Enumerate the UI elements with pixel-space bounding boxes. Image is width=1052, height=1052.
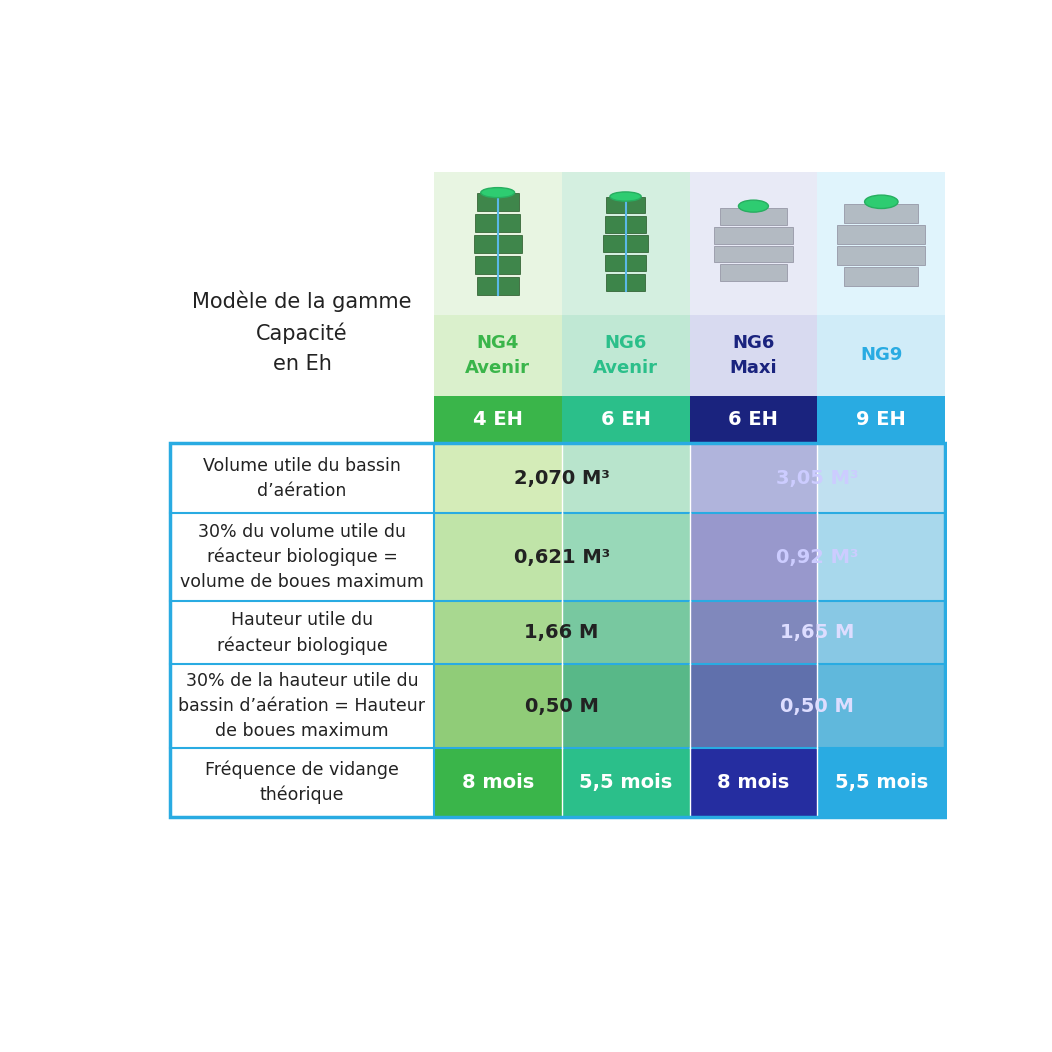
Bar	[562, 173, 689, 315]
Bar	[433, 602, 562, 665]
Text: 0,92 M³: 0,92 M³	[776, 547, 858, 567]
Bar	[562, 396, 689, 444]
Bar	[845, 267, 918, 285]
Bar	[817, 315, 946, 396]
Bar	[714, 227, 793, 244]
Text: 8 mois: 8 mois	[717, 773, 790, 792]
Text: 1,65 M: 1,65 M	[781, 624, 854, 643]
Bar	[817, 602, 946, 665]
Bar	[170, 602, 433, 665]
Bar	[473, 235, 522, 252]
Text: NG6
Maxi: NG6 Maxi	[730, 333, 777, 377]
Text: Modèle de la gamme
Capacité
en Eh: Modèle de la gamme Capacité en Eh	[193, 290, 411, 373]
Text: 8 mois: 8 mois	[462, 773, 533, 792]
Bar	[562, 315, 689, 396]
Bar	[817, 665, 946, 748]
Bar	[433, 173, 562, 315]
Bar	[477, 277, 519, 295]
Bar	[170, 748, 433, 817]
Bar	[433, 315, 562, 396]
Text: Fréquence de vidange
théorique: Fréquence de vidange théorique	[205, 761, 399, 805]
Text: 1,66 M: 1,66 M	[525, 624, 599, 643]
Text: NG4
Avenir: NG4 Avenir	[465, 333, 530, 377]
Text: 30% de la hauteur utile du
bassin d’aération = Hauteur
de boues maximum: 30% de la hauteur utile du bassin d’aéra…	[179, 672, 425, 740]
Bar	[817, 512, 946, 602]
Bar	[721, 264, 787, 281]
Bar	[817, 396, 946, 444]
Bar	[689, 396, 817, 444]
Ellipse shape	[865, 195, 898, 208]
Bar	[433, 512, 562, 602]
Bar	[562, 602, 689, 665]
Ellipse shape	[610, 191, 641, 201]
Bar	[689, 512, 817, 602]
Bar	[606, 275, 645, 290]
Bar	[433, 396, 562, 444]
Bar	[170, 512, 433, 602]
Text: 0,50 M: 0,50 M	[525, 696, 599, 715]
Text: 9 EH: 9 EH	[856, 410, 906, 429]
Text: Hauteur utile du
réacteur biologique: Hauteur utile du réacteur biologique	[217, 611, 387, 654]
Bar	[562, 665, 689, 748]
Bar	[170, 173, 433, 396]
Bar	[562, 512, 689, 602]
Text: 3,05 M³: 3,05 M³	[776, 468, 858, 488]
Text: 0,621 M³: 0,621 M³	[513, 547, 610, 567]
Bar	[433, 444, 562, 512]
Ellipse shape	[481, 187, 514, 198]
Bar	[689, 444, 817, 512]
Bar	[603, 236, 648, 252]
Text: 30% du volume utile du
réacteur biologique =
volume de boues maximum: 30% du volume utile du réacteur biologiq…	[180, 523, 424, 591]
Bar	[817, 748, 946, 817]
Bar	[837, 225, 926, 244]
Bar	[689, 748, 817, 817]
Bar	[562, 748, 689, 817]
Bar	[433, 665, 562, 748]
Bar	[433, 748, 562, 817]
Text: 5,5 mois: 5,5 mois	[834, 773, 928, 792]
Bar	[476, 214, 521, 231]
Text: NG9: NG9	[861, 346, 903, 364]
Text: 2,070 M³: 2,070 M³	[513, 468, 609, 488]
Ellipse shape	[739, 200, 768, 213]
Bar	[689, 173, 817, 315]
Bar	[817, 173, 946, 315]
Text: 6 EH: 6 EH	[728, 410, 778, 429]
Bar	[606, 197, 645, 214]
Bar	[689, 602, 817, 665]
Bar	[689, 315, 817, 396]
Bar	[837, 246, 926, 265]
Text: 5,5 mois: 5,5 mois	[579, 773, 672, 792]
Text: 4 EH: 4 EH	[472, 410, 523, 429]
Bar	[562, 444, 689, 512]
Bar	[714, 245, 793, 262]
Text: 6 EH: 6 EH	[601, 410, 650, 429]
Bar	[170, 665, 433, 748]
Bar	[477, 193, 519, 210]
Bar	[170, 444, 433, 512]
Bar	[689, 665, 817, 748]
Bar	[721, 208, 787, 225]
Text: Volume utile du bassin
d’aération: Volume utile du bassin d’aération	[203, 457, 401, 500]
Bar	[817, 444, 946, 512]
Text: NG6
Avenir: NG6 Avenir	[593, 333, 659, 377]
Text: 0,50 M: 0,50 M	[781, 696, 854, 715]
Bar	[845, 204, 918, 223]
Bar	[605, 255, 646, 271]
Bar	[605, 216, 646, 232]
Bar	[170, 444, 946, 817]
Bar	[476, 256, 521, 274]
